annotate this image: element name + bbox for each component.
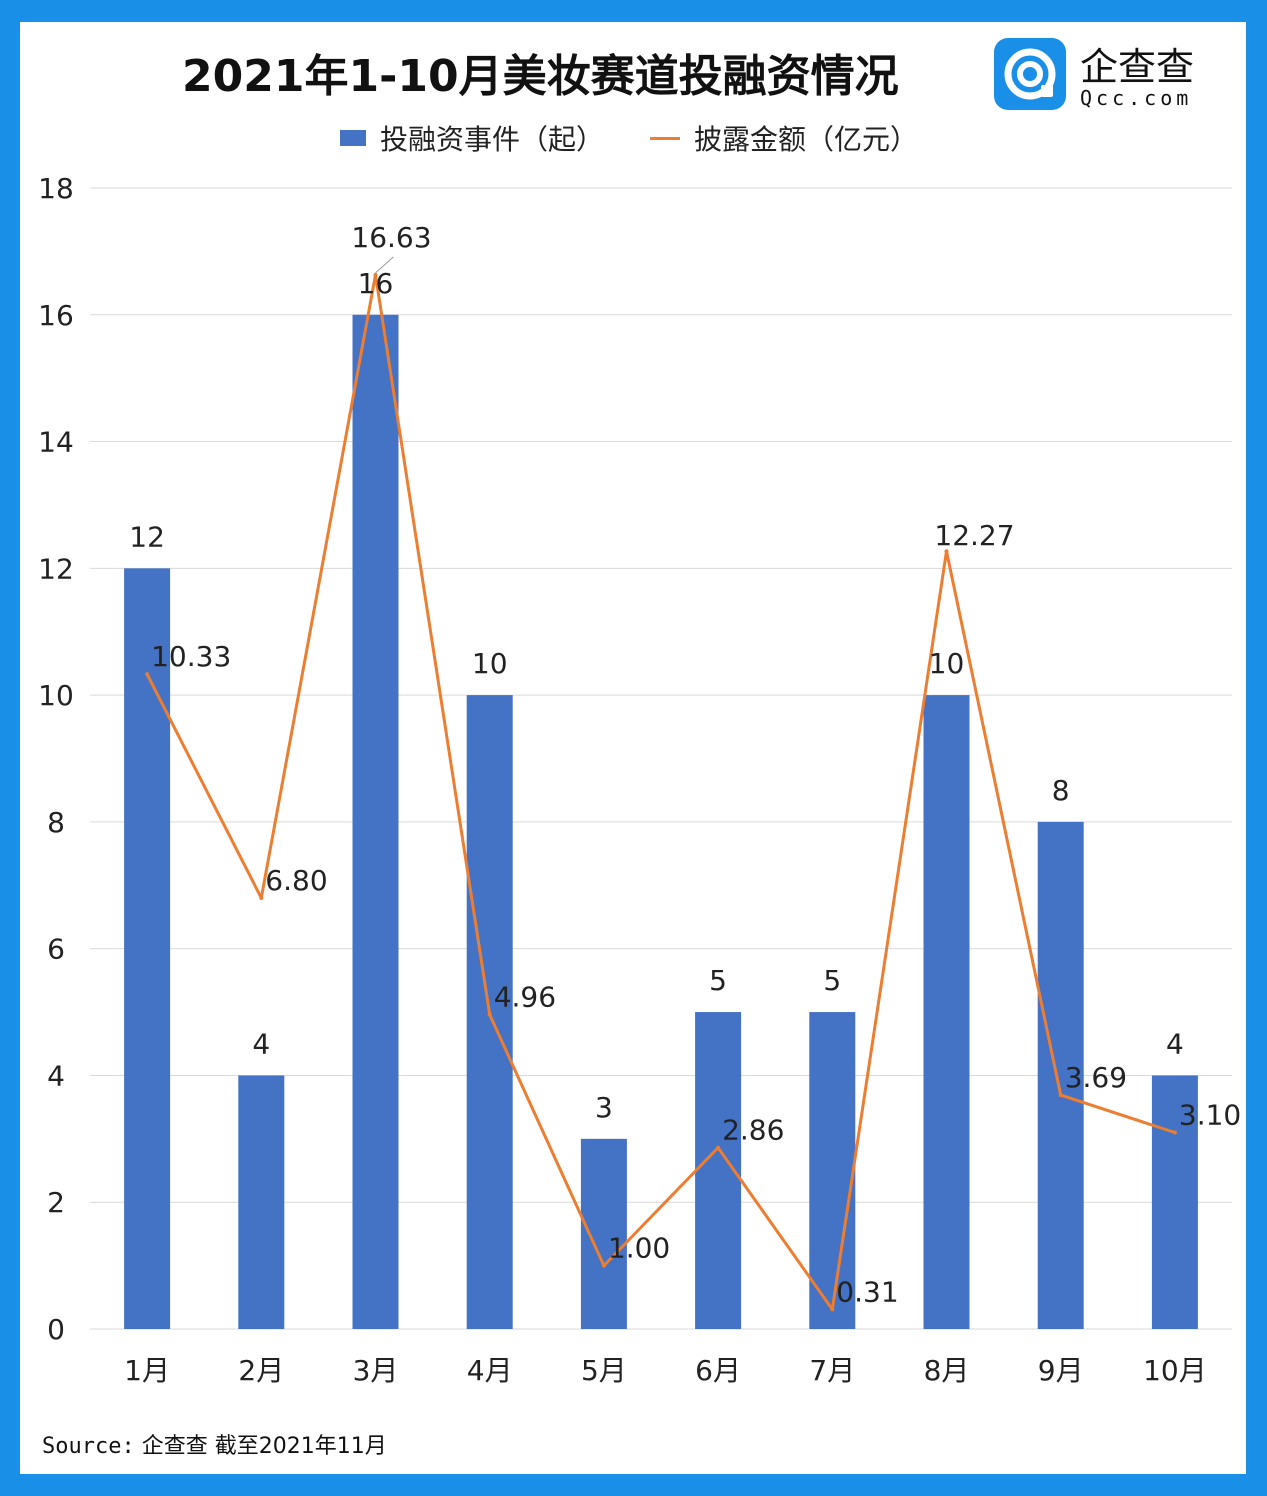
- y-tick-label: 12: [38, 552, 74, 585]
- chart-title: 2021年1-10月美妆赛道投融资情况: [182, 51, 899, 102]
- y-tick-label: 10: [38, 679, 74, 712]
- bar-data-label: 16: [358, 267, 394, 300]
- x-tick-label: 1月: [124, 1354, 170, 1387]
- line-data-label: 12.27: [934, 519, 1014, 552]
- y-tick-label: 6: [47, 933, 65, 966]
- legend-bar-label: 投融资事件（起）: [380, 123, 605, 156]
- line-point: [373, 272, 378, 277]
- y-tick-label: 18: [38, 172, 74, 205]
- line-data-label: 4.96: [494, 981, 556, 1014]
- line-point: [601, 1263, 606, 1268]
- x-tick-label: 8月: [924, 1354, 970, 1387]
- qcc-logo-icon: [994, 38, 1066, 110]
- line-data-label: 1.00: [608, 1232, 670, 1265]
- legend-line-swatch: [650, 136, 680, 140]
- line-data-label: 16.63: [351, 221, 431, 254]
- y-tick-label: 4: [47, 1059, 65, 1092]
- line-point: [1058, 1093, 1063, 1098]
- peak-label-leader: [375, 256, 394, 274]
- bar-data-label: 3: [595, 1091, 613, 1124]
- source-note: Source: 企查查 截至2021年11月: [42, 1428, 387, 1460]
- y-tick-label: 16: [38, 299, 74, 332]
- bar-data-label: 4: [252, 1027, 270, 1060]
- source-label: Source:: [42, 1434, 135, 1459]
- line-point: [145, 672, 150, 677]
- y-tick-label: 2: [47, 1186, 65, 1219]
- line-point: [1172, 1130, 1177, 1135]
- line-point: [944, 549, 949, 554]
- line-point: [487, 1012, 492, 1017]
- line-data-label: 2.86: [722, 1114, 784, 1147]
- amount-line: [145, 273, 1176, 1311]
- x-tick-label: 6月: [695, 1354, 741, 1387]
- bar: [809, 1012, 856, 1329]
- y-tick-label: 0: [47, 1313, 65, 1346]
- line-point: [716, 1145, 721, 1150]
- bar-data-label: 12: [129, 520, 165, 553]
- bar-data-label: 5: [823, 964, 841, 997]
- brand-name: 企查查: [1080, 45, 1195, 89]
- bar-data-label: 5: [709, 964, 727, 997]
- y-tick-label: 14: [38, 426, 74, 459]
- bar: [1037, 821, 1084, 1329]
- x-tick-label: 9月: [1038, 1354, 1084, 1387]
- bar-data-label: 4: [1166, 1027, 1184, 1060]
- bar: [1151, 1075, 1198, 1329]
- bar: [923, 695, 970, 1329]
- line-data-label: 3.10: [1179, 1098, 1241, 1131]
- source-text: 企查查 截至2021年11月: [141, 1434, 387, 1459]
- x-tick-label: 2月: [238, 1354, 284, 1387]
- bar: [124, 568, 171, 1329]
- line-point: [830, 1307, 835, 1312]
- x-tick-label: 5月: [581, 1354, 627, 1387]
- line-point: [259, 895, 264, 900]
- bar-data-label: 10: [472, 647, 508, 680]
- legend-item-line: 披露金额（亿元）: [650, 116, 918, 160]
- bar-data-label: 10: [929, 647, 965, 680]
- bar: [352, 314, 399, 1329]
- bar-data-label: 8: [1052, 774, 1070, 807]
- brand-logo: 企查查 Qcc.com: [994, 36, 1214, 116]
- legend-line-label: 披露金额（亿元）: [694, 123, 919, 156]
- line-data-label: 6.80: [265, 864, 327, 897]
- x-tick-label: 7月: [809, 1354, 855, 1387]
- x-tick-label: 4月: [467, 1354, 513, 1387]
- x-tick-label: 10月: [1143, 1354, 1207, 1387]
- x-tick-label: 3月: [353, 1354, 399, 1387]
- brand-url: Qcc.com: [1080, 86, 1193, 110]
- y-tick-label: 8: [47, 806, 65, 839]
- bar: [238, 1075, 285, 1329]
- legend-bar-swatch: [340, 130, 366, 146]
- line-data-label: 3.69: [1065, 1061, 1127, 1094]
- line-data-label: 10.33: [151, 640, 231, 673]
- legend-item-bar: 投融资事件（起）: [340, 116, 604, 160]
- line-data-label: 0.31: [836, 1275, 898, 1308]
